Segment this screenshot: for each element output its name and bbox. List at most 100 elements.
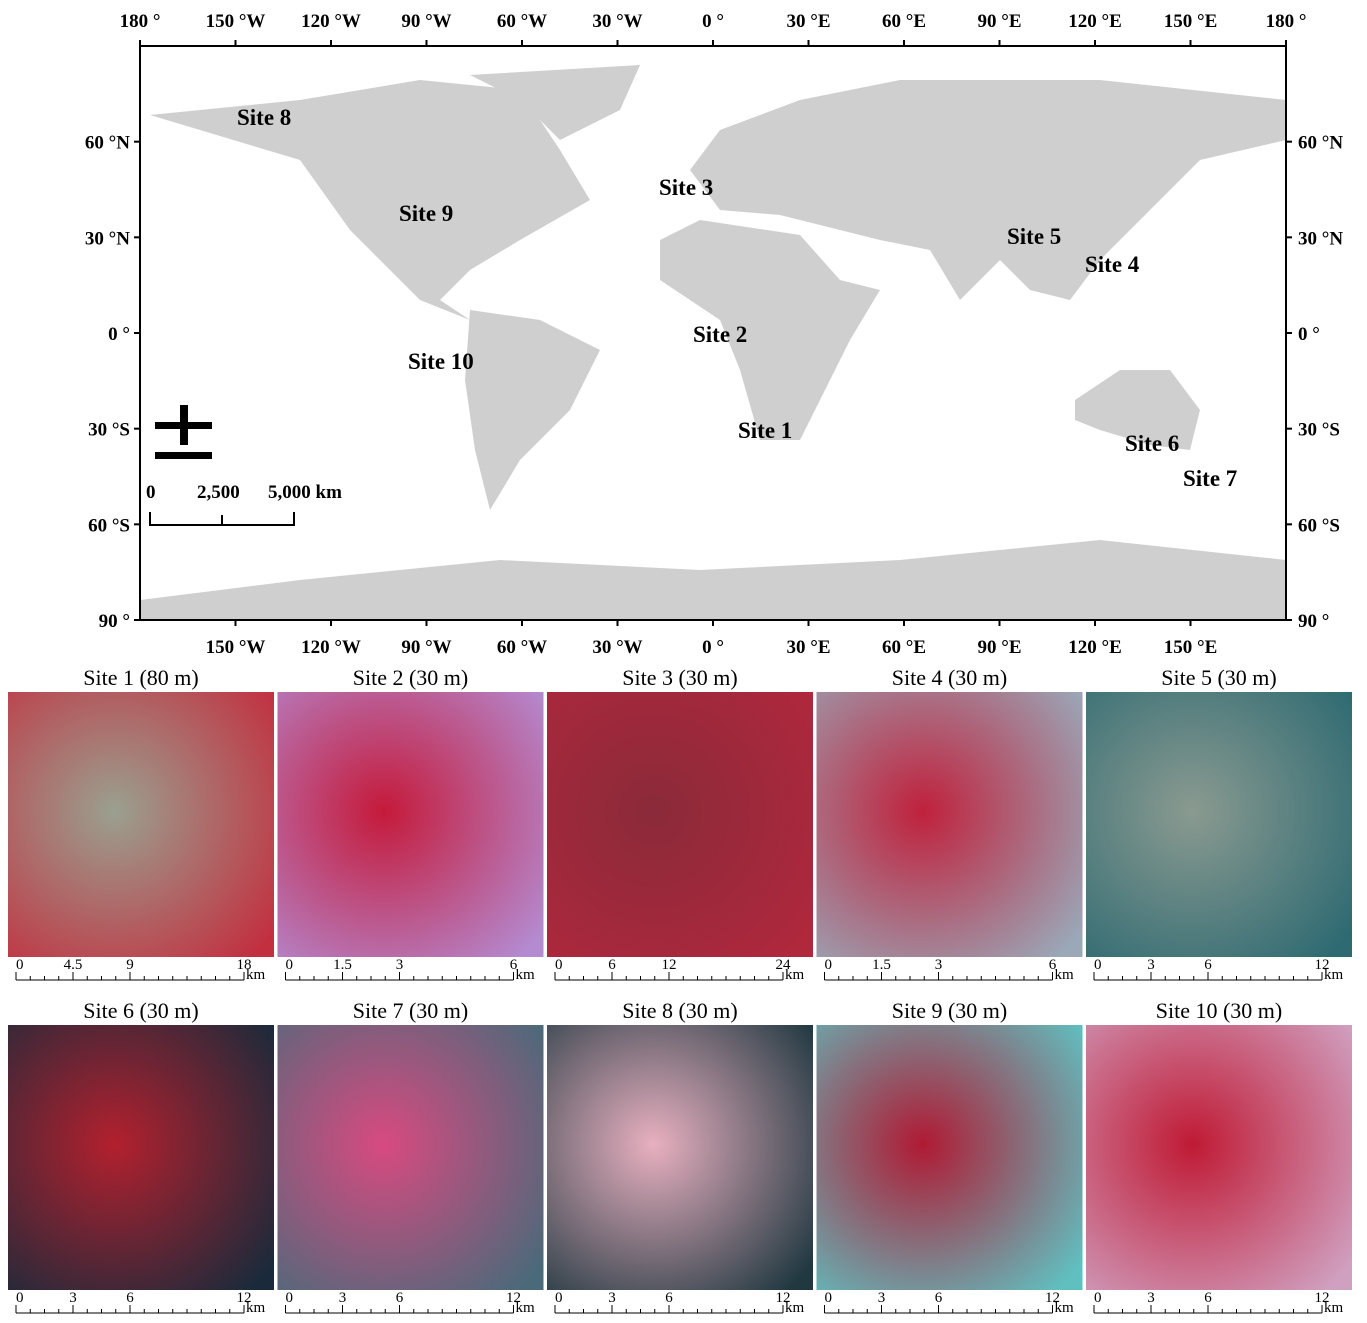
scale-label: 0	[825, 1290, 833, 1306]
scale-label: 6	[665, 1290, 673, 1306]
lat-label: 60 °S	[88, 515, 130, 536]
lat-label: 30 °N	[85, 228, 130, 249]
scale-label: 0	[825, 957, 833, 973]
lon-label: 90 °E	[977, 637, 1021, 658]
panel-title: Site 1 (80 m)	[83, 665, 199, 690]
panel-title: Site 9 (30 m)	[892, 998, 1008, 1023]
lat-label: 30 °S	[1298, 420, 1340, 441]
lon-label: 150 °W	[206, 11, 266, 32]
scale-label: 6	[126, 1290, 134, 1306]
satellite-image	[1086, 692, 1352, 957]
satellite-image	[278, 1025, 544, 1290]
scale-label: 6	[396, 1290, 404, 1306]
lon-label: 60 °W	[497, 637, 547, 658]
lat-label: 90 °	[1298, 611, 1329, 632]
panel-title: Site 8 (30 m)	[622, 998, 738, 1023]
lat-label: 90 °	[99, 611, 130, 632]
scale-unit: km	[1324, 967, 1344, 983]
lat-label: 60 °N	[85, 133, 130, 154]
satellite-image	[278, 692, 544, 957]
panel-title: Site 5 (30 m)	[1161, 665, 1277, 690]
lon-label: 60 °E	[882, 11, 926, 32]
lon-label: 120 °W	[301, 11, 361, 32]
lon-label: 30 °E	[786, 637, 830, 658]
lat-label: 0 °	[108, 324, 130, 345]
map-scale-label: 2,500	[197, 482, 240, 503]
scale-unit: km	[1055, 967, 1075, 983]
site-label: Site 9	[399, 201, 453, 226]
lon-label: 150 °W	[206, 637, 266, 658]
lon-label: 120 °E	[1068, 637, 1122, 658]
scale-label: 3	[1147, 957, 1155, 973]
scale-label: 0	[16, 1290, 24, 1306]
scale-label: 0	[1094, 957, 1102, 973]
satellite-image	[8, 1025, 274, 1290]
north-arrow	[155, 405, 212, 459]
map-scale-label: 5,000 km	[268, 482, 342, 503]
lon-label: 150 °E	[1164, 637, 1218, 658]
lon-label: 90 °W	[401, 11, 451, 32]
scale-label: 6	[1204, 1290, 1212, 1306]
panel-title: Site 7 (30 m)	[353, 998, 469, 1023]
scale-label: 4.5	[64, 957, 83, 973]
site-label: Site 6	[1125, 431, 1179, 456]
scale-label: 3	[608, 1290, 616, 1306]
scale-label: 6	[608, 957, 616, 973]
lon-label: 120 °E	[1068, 11, 1122, 32]
scale-label: 3	[935, 957, 943, 973]
scale-label: 3	[1147, 1290, 1155, 1306]
satellite-image	[8, 692, 274, 957]
lon-label: 0 °	[702, 637, 724, 658]
scale-label: 0	[16, 957, 24, 973]
site-label: Site 1	[738, 418, 792, 443]
lon-label: 180 °	[120, 11, 161, 32]
lat-label: 30 °S	[88, 420, 130, 441]
lat-label: 60 °N	[1298, 133, 1343, 154]
lon-label: 30 °W	[592, 11, 642, 32]
panel-title: Site 6 (30 m)	[83, 998, 199, 1023]
lon-label: 120 °W	[301, 637, 361, 658]
map-scale-bar	[150, 512, 294, 525]
scale-label: 9	[126, 957, 134, 973]
scale-unit: km	[1324, 1300, 1344, 1316]
scale-unit: km	[516, 967, 536, 983]
scale-unit: km	[785, 967, 805, 983]
lat-label: 0 °	[1298, 324, 1320, 345]
scale-label: 0	[555, 1290, 563, 1306]
map-scale-label: 0	[146, 482, 156, 503]
site-label: Site 8	[237, 105, 291, 130]
lon-label: 0 °	[702, 11, 724, 32]
lat-label: 30 °N	[1298, 228, 1343, 249]
scale-label: 3	[339, 1290, 347, 1306]
scale-label: 1.5	[333, 957, 352, 973]
scale-label: 3	[396, 957, 404, 973]
lon-label: 180 °	[1266, 11, 1307, 32]
lon-label: 150 °E	[1164, 11, 1218, 32]
site-label: Site 5	[1007, 224, 1061, 249]
scale-label: 3	[69, 1290, 77, 1306]
panel-title: Site 2 (30 m)	[353, 665, 469, 690]
lat-label: 60 °S	[1298, 515, 1340, 536]
scale-unit: km	[785, 1300, 805, 1316]
lon-label: 90 °W	[401, 637, 451, 658]
site-label: Site 4	[1085, 252, 1140, 277]
scale-unit: km	[516, 1300, 536, 1316]
panel-title: Site 10 (30 m)	[1156, 998, 1283, 1023]
panel-title: Site 4 (30 m)	[892, 665, 1008, 690]
lon-label: 30 °W	[592, 637, 642, 658]
panel-title: Site 3 (30 m)	[622, 665, 738, 690]
scale-label: 0	[555, 957, 563, 973]
lon-label: 60 °E	[882, 637, 926, 658]
site-label: Site 2	[693, 322, 747, 347]
scale-label: 0	[1094, 1290, 1102, 1306]
site-label: Site 10	[408, 349, 474, 374]
lon-label: 30 °E	[786, 11, 830, 32]
scale-label: 0	[286, 1290, 294, 1306]
scale-label: 3	[878, 1290, 886, 1306]
scale-label: 12	[662, 957, 677, 973]
lon-label: 60 °W	[497, 11, 547, 32]
satellite-image	[547, 692, 813, 957]
lon-label: 90 °E	[977, 11, 1021, 32]
scale-label: 0	[286, 957, 294, 973]
satellite-image	[547, 1025, 813, 1290]
